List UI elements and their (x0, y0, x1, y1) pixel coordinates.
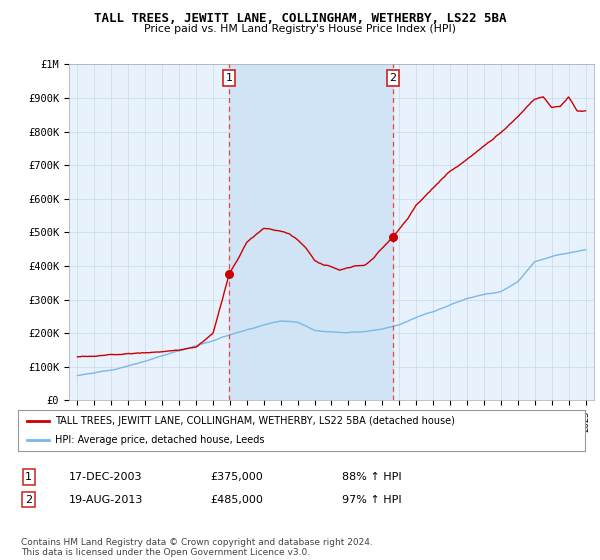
Text: £485,000: £485,000 (210, 494, 263, 505)
Text: £375,000: £375,000 (210, 472, 263, 482)
Text: HPI: Average price, detached house, Leeds: HPI: Average price, detached house, Leed… (55, 435, 265, 445)
Text: 17-DEC-2003: 17-DEC-2003 (69, 472, 143, 482)
Text: 88% ↑ HPI: 88% ↑ HPI (342, 472, 401, 482)
Text: TALL TREES, JEWITT LANE, COLLINGHAM, WETHERBY, LS22 5BA: TALL TREES, JEWITT LANE, COLLINGHAM, WET… (94, 12, 506, 25)
Text: 1: 1 (25, 472, 32, 482)
Point (224, 270, 234, 279)
Text: 1: 1 (226, 73, 233, 83)
Text: Price paid vs. HM Land Registry's House Price Index (HPI): Price paid vs. HM Land Registry's House … (144, 24, 456, 34)
Text: TALL TREES, JEWITT LANE, COLLINGHAM, WETHERBY, LS22 5BA (detached house): TALL TREES, JEWITT LANE, COLLINGHAM, WET… (55, 417, 455, 426)
Text: 97% ↑ HPI: 97% ↑ HPI (342, 494, 401, 505)
Point (388, 233, 398, 242)
Text: 2: 2 (389, 73, 397, 83)
Text: Contains HM Land Registry data © Crown copyright and database right 2024.
This d: Contains HM Land Registry data © Crown c… (21, 538, 373, 557)
Bar (229, 64, 393, 400)
Text: 2: 2 (25, 494, 32, 505)
Text: 19-AUG-2013: 19-AUG-2013 (69, 494, 143, 505)
